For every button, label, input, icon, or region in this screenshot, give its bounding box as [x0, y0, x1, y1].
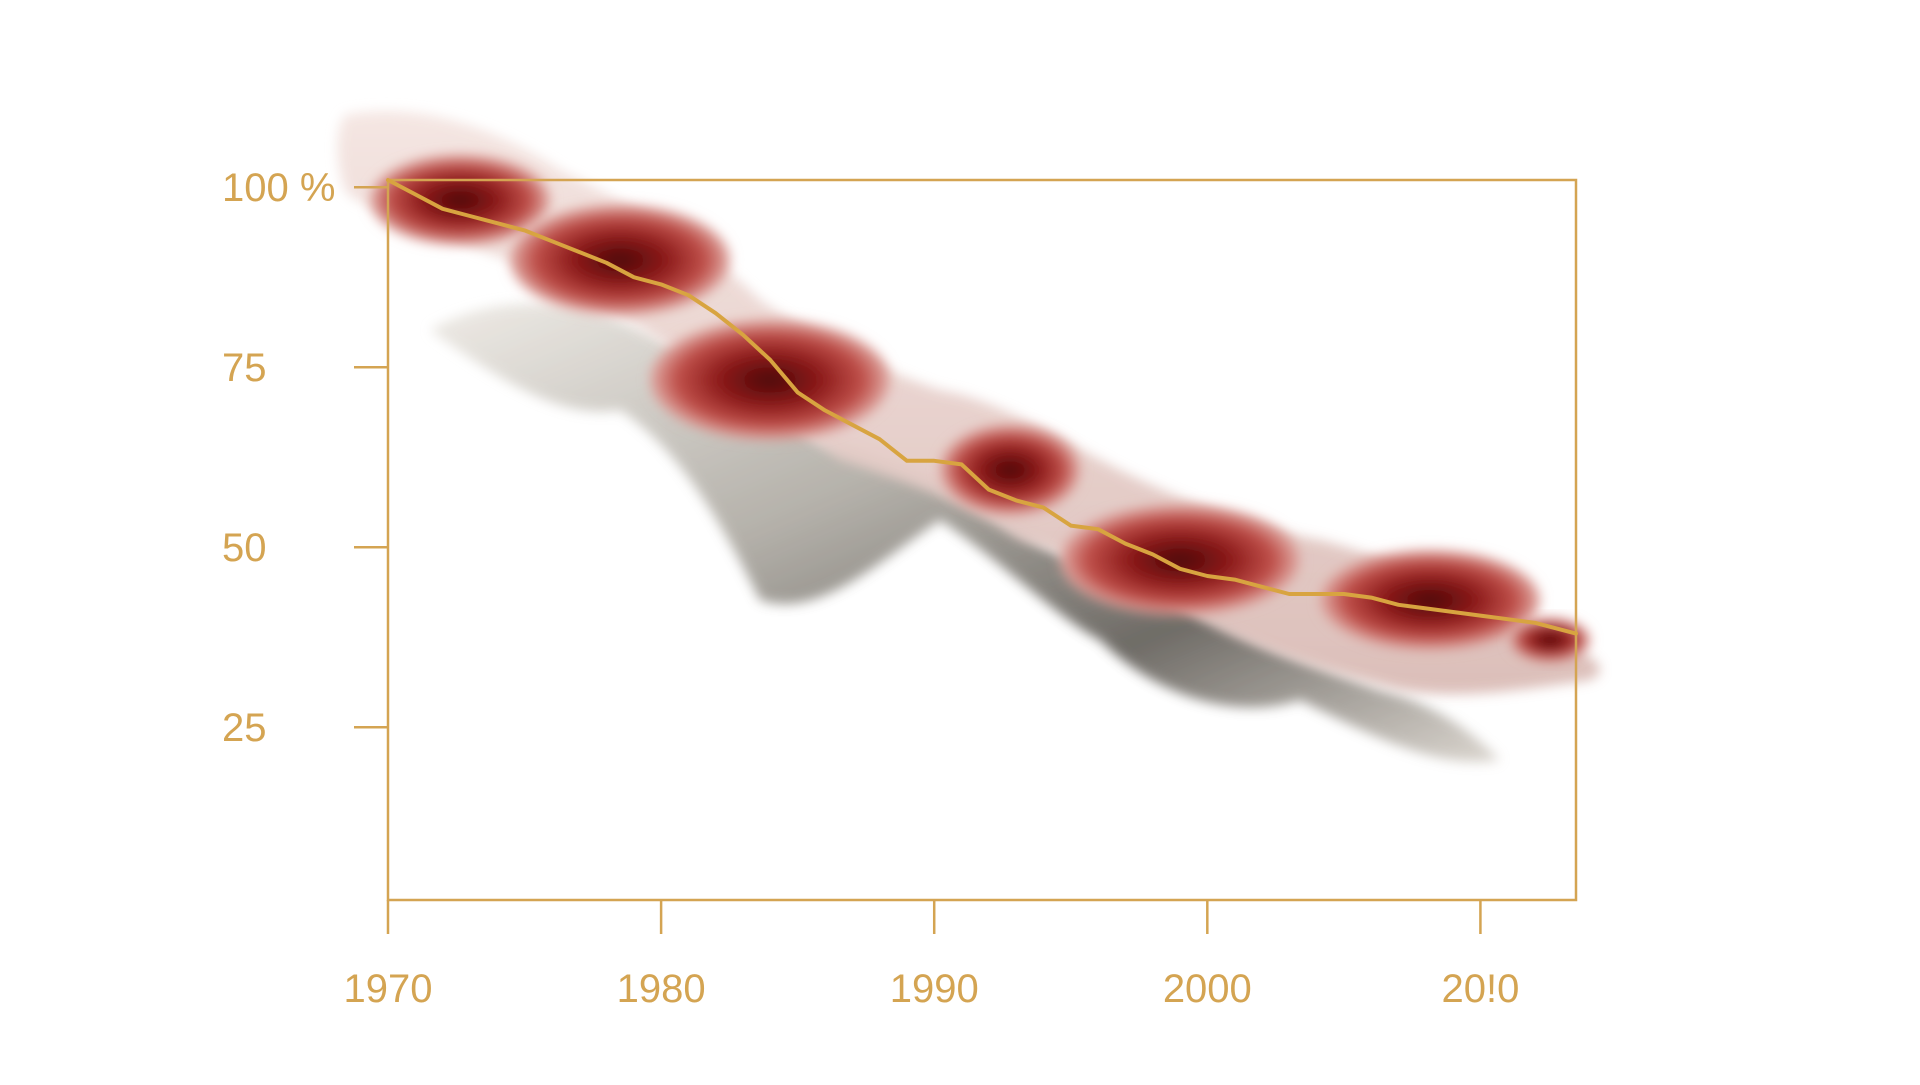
fluid-red-blob [1060, 505, 1300, 615]
y-tick-label: 25 [222, 706, 267, 750]
data-point [1260, 585, 1264, 589]
data-point [495, 221, 499, 225]
data-point [1396, 603, 1401, 607]
data-point [987, 488, 991, 492]
data-point [577, 250, 581, 254]
data-point [1506, 617, 1510, 621]
ticks-layer: 1970 1980 1990 2000 20!0 100 % 75 50 25 [222, 166, 1519, 1011]
data-point [632, 275, 636, 279]
data-point [1205, 574, 1209, 578]
plot-frame [386, 178, 1578, 902]
fluid-red-blob [1510, 618, 1590, 662]
data-point [686, 293, 691, 297]
data-point [1014, 498, 1018, 502]
data-point [1451, 610, 1455, 614]
data-point [768, 358, 772, 362]
series-line [386, 178, 1578, 636]
x-tick-label: 20!0 [1441, 967, 1519, 1011]
axes-layer [386, 178, 1578, 902]
data-point [441, 207, 445, 211]
data-point [550, 239, 554, 243]
data-point [1342, 592, 1346, 596]
fluid-red-blob [940, 425, 1080, 515]
data-point [659, 282, 663, 286]
data-point [1123, 542, 1127, 546]
x-tick-label: 2000 [1163, 967, 1252, 1011]
x-tick-label: 1980 [617, 967, 706, 1011]
data-point [1178, 567, 1182, 571]
data-point [604, 261, 609, 265]
data-point [1096, 527, 1100, 531]
data-point [523, 228, 527, 232]
fluid-red-blob [650, 320, 890, 440]
data-point [386, 178, 390, 182]
data-point [1069, 524, 1073, 528]
x-tick-label: 1990 [890, 967, 979, 1011]
y-tick-label: 75 [222, 346, 267, 390]
y-tick-label: 50 [222, 526, 267, 570]
series-layer [386, 178, 1578, 636]
data-point [1533, 621, 1537, 625]
data-point [850, 423, 854, 427]
data-point [1233, 578, 1237, 582]
fluid-red-blob [370, 155, 550, 245]
decorative-fluid-ribbon [337, 111, 1600, 762]
data-point [1315, 592, 1319, 596]
x-tick-label: 1970 [344, 967, 433, 1011]
data-point [1287, 592, 1291, 596]
data-point [714, 311, 718, 315]
y-tick-label: 100 % [222, 166, 335, 210]
data-point [932, 459, 936, 463]
data-point [959, 462, 964, 466]
data-point [1369, 596, 1373, 600]
data-point [878, 437, 882, 441]
data-point [1151, 552, 1155, 557]
data-point [741, 333, 745, 337]
fluid-red-blob [1320, 550, 1540, 650]
data-point [1574, 632, 1578, 636]
data-point [1478, 614, 1482, 618]
data-point [905, 459, 909, 463]
fluid-red-blob [510, 205, 730, 315]
data-point [796, 390, 800, 394]
data-point [823, 408, 827, 412]
data-point [468, 214, 472, 218]
data-point [1041, 506, 1045, 510]
data-point [413, 192, 417, 196]
data-point [1424, 606, 1428, 611]
fluid-silver-underlayer [430, 303, 1500, 762]
